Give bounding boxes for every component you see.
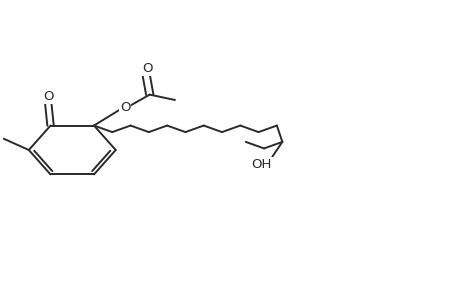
Text: O: O — [119, 101, 130, 114]
Text: O: O — [141, 62, 152, 75]
Text: OH: OH — [251, 158, 271, 171]
Text: O: O — [43, 90, 53, 103]
